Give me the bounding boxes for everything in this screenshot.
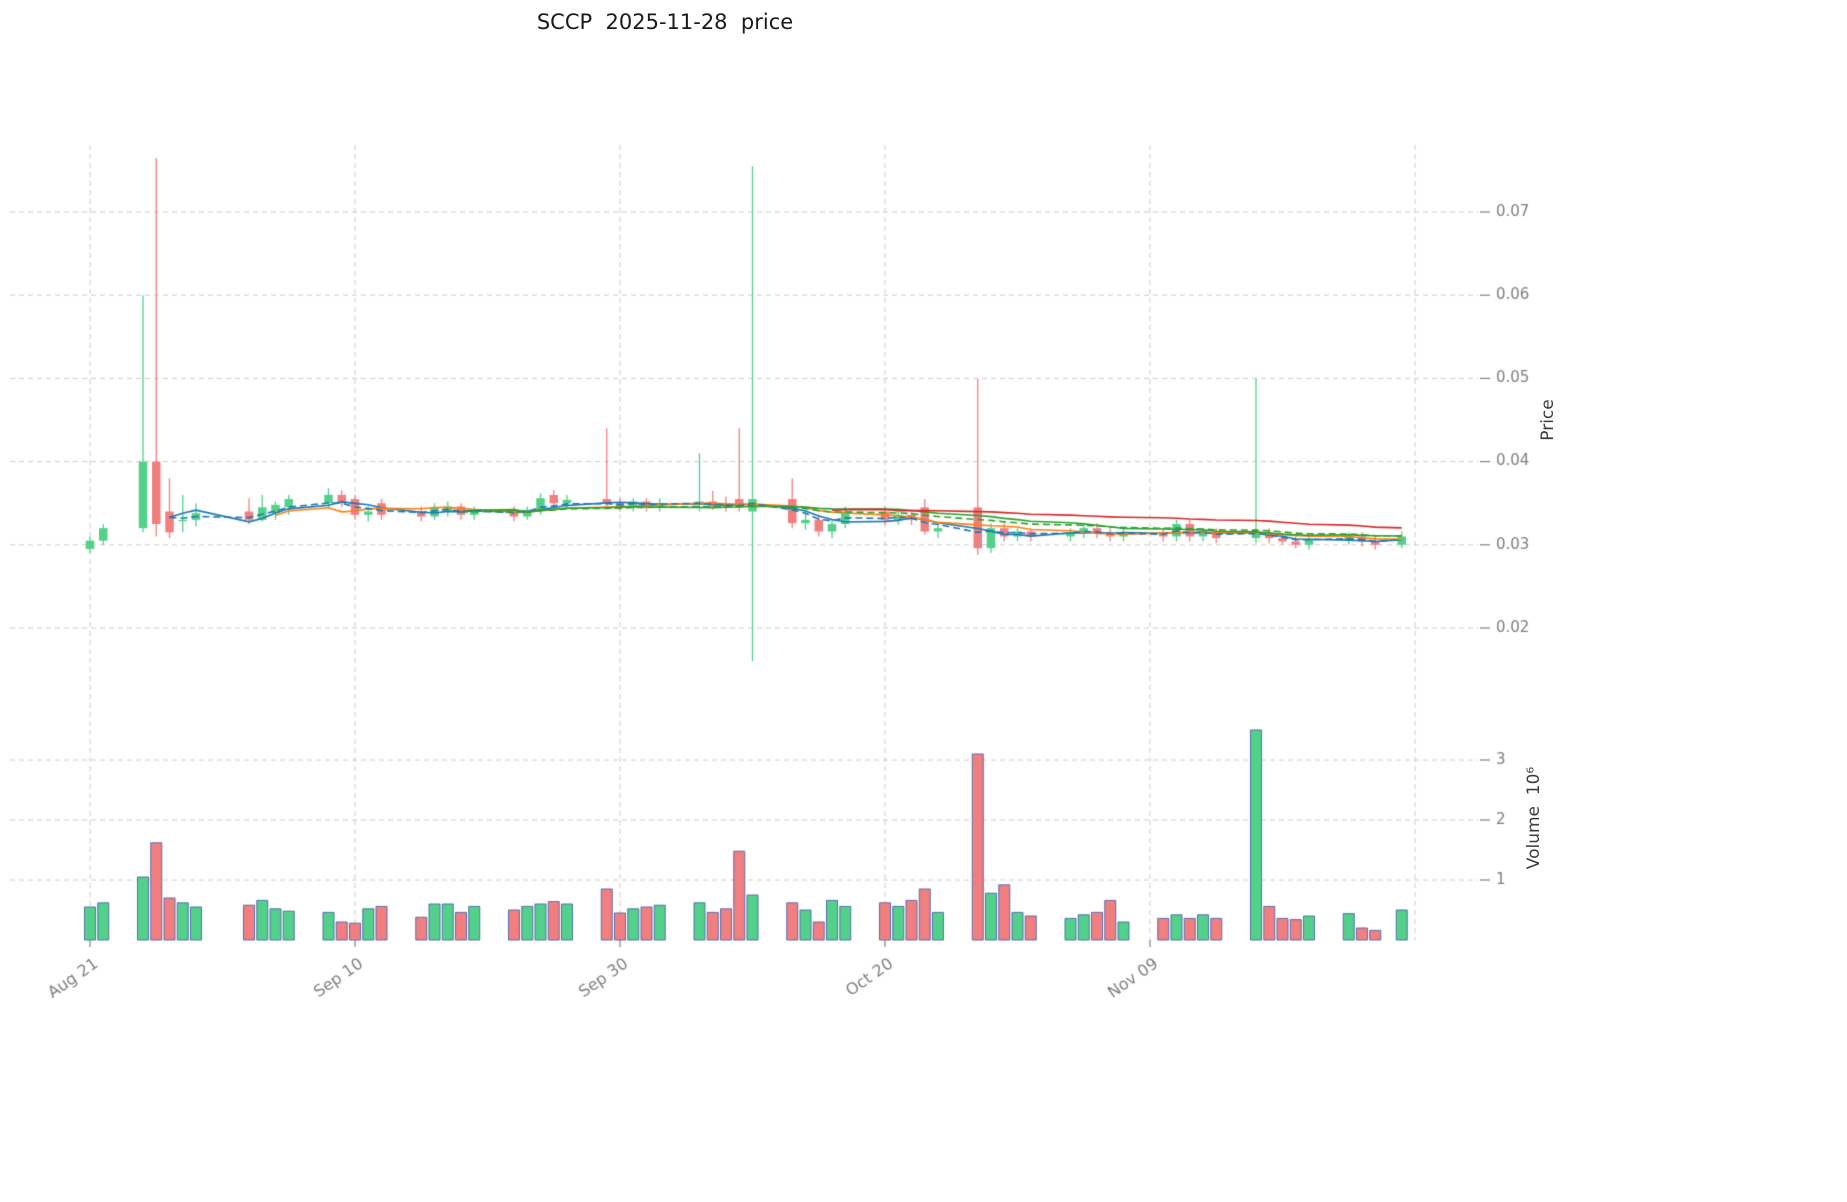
candlestick-chart-figure: SCCP 2025-11-28 price Price Volume 10⁶ xyxy=(0,0,1847,1202)
price-volume-chart-canvas xyxy=(0,0,1847,1202)
